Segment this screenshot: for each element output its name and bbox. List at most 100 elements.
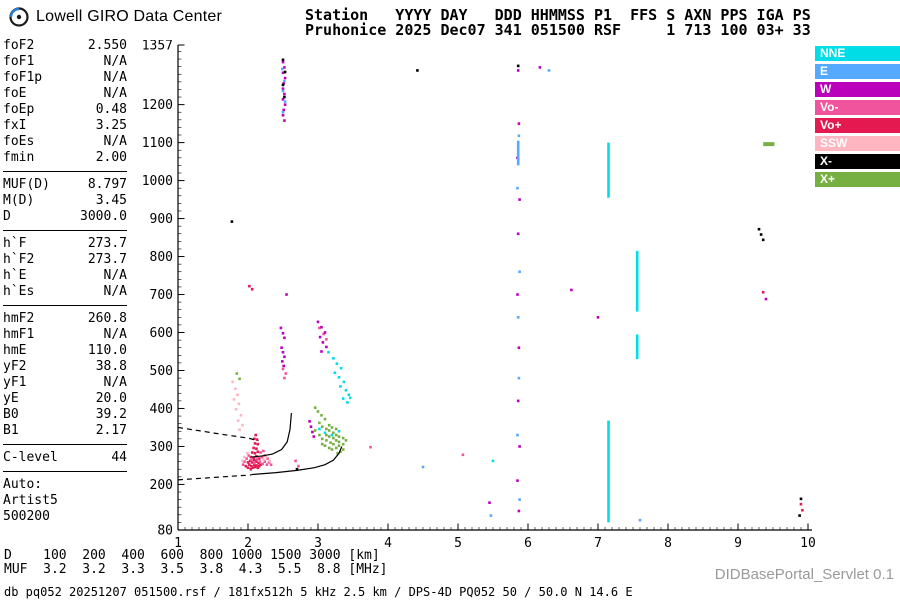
param-label: foF1 [3,54,35,69]
x-tick-label: 6 [524,536,532,551]
x-tick-label: 4 [384,536,392,551]
param-value: N/A [103,284,127,299]
echo-point [262,458,265,461]
echo-point [230,220,234,223]
legend-item-e: E [815,64,900,79]
param-row-he: h`E N/A [3,268,127,284]
param-label: yF1 [3,375,27,390]
echo-point [255,447,258,451]
y-tick-label: 1000 [142,174,173,189]
echo-point [344,439,348,442]
echo-point [264,455,268,459]
echo-point [234,387,237,391]
echo-point [235,372,239,375]
echo-point [638,518,642,522]
echo-point [251,466,255,470]
param-row-foes: foEs N/A [3,134,127,150]
echo-point [252,446,255,450]
echo-point [320,350,323,353]
echo-point [283,355,286,359]
echo-point [241,463,245,466]
param-row-hmf1: hmF1 N/A [3,327,127,343]
param-label: C-level [3,450,58,465]
legend-item-vo-: Vo+ [815,118,900,133]
echo-point [316,320,320,324]
echo-point [283,92,286,96]
echo-point [294,459,297,463]
echo-point [244,464,248,468]
param-value: 110.0 [87,343,127,358]
echo-point [516,232,520,236]
echo-point [547,69,551,72]
echo-point [248,459,252,463]
echo-point [282,364,285,368]
x-tick-label: 3 [314,536,322,551]
echo-point [334,433,338,437]
echo-point [799,497,803,501]
echo-point [517,134,521,138]
echo-point [255,464,258,467]
param-row-clevel: C-level 44 [3,450,127,466]
echo-point [761,238,765,242]
echo-point [269,463,273,466]
param-label: yE [3,391,19,406]
echo-point [342,380,346,384]
param-row-yf1: yF1 N/A [3,375,127,391]
echo-point [325,433,328,437]
param-value: 20.0 [95,391,127,406]
echo-point [249,455,253,459]
echo-point [283,103,287,106]
echo-point [516,433,519,437]
param-label: h`Es [3,284,35,299]
y-tick-label: 1100 [142,136,173,151]
x-tick-label: 7 [594,536,602,551]
echo-point [260,455,264,459]
echo-point [517,122,521,125]
echo-point [369,445,372,449]
echo-point [253,465,257,469]
echo-point [282,108,285,112]
echo-point [517,509,521,513]
echo-point [517,346,521,349]
echo-point [327,429,331,432]
echo-point [238,377,241,381]
param-row-foep: foEp 0.48 [3,102,127,118]
echo-point [570,288,573,292]
echo-point [337,376,341,379]
param-value: 2.00 [95,150,127,165]
echo-point [325,338,328,341]
echo-point [318,421,321,425]
param-value: 2.550 [87,38,127,53]
echo-point [337,429,341,433]
param-row-500200: 500200 [3,509,127,525]
echo-point [281,113,285,117]
param-row-b1: B1 2.17 [3,423,127,439]
echo-point [309,425,313,428]
echo-point [263,460,267,463]
echo-point [416,69,419,72]
echo-point [252,456,255,460]
param-value: N/A [103,70,127,85]
echo-point [322,332,325,336]
echo-point [320,414,323,417]
param-row-fof1: foF1 N/A [3,54,127,70]
echo-point [339,385,342,388]
echo-point [517,376,521,380]
echo-point [281,58,285,62]
param-row-fmin: fmin 2.00 [3,150,127,166]
trace-solid [251,412,292,458]
station-header-line2: Pruhonice 2025 Dec07 341 051500 RSF 1 71… [305,21,811,39]
echo-point [253,463,256,466]
echo-point [332,436,335,440]
param-row-artist5: Artist5 [3,493,127,509]
echo-point [281,71,285,75]
x-tick-label: 5 [454,536,462,551]
param-label: Auto: [3,477,43,492]
echo-point [236,393,239,397]
echo-point [297,464,300,468]
echo-point [327,435,331,438]
trace-dashed [177,426,259,442]
param-label: foE [3,86,27,101]
echo-point [281,98,285,101]
echo-point [248,284,251,288]
